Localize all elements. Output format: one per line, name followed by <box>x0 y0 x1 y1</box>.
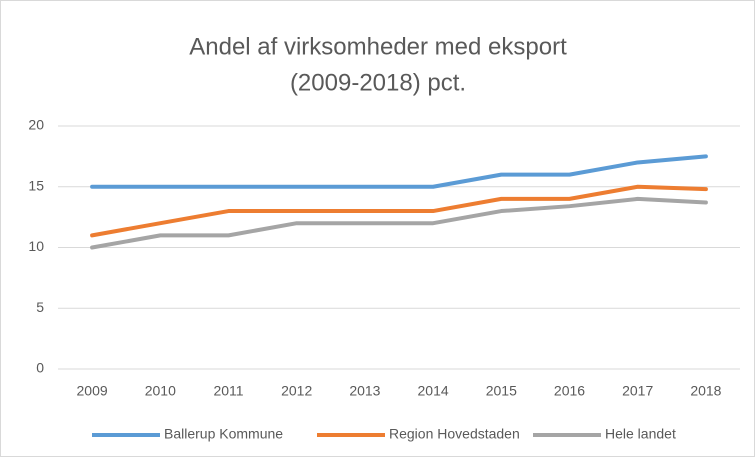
y-tick-label: 20 <box>28 117 44 133</box>
x-tick-label: 2011 <box>213 383 243 399</box>
legend-label: Hele landet <box>605 426 676 442</box>
x-tick-label: 2016 <box>554 383 585 399</box>
chart-title: Andel af virksomheder med eksport <box>189 33 567 60</box>
x-tick-label: 2010 <box>145 383 176 399</box>
x-tick-label: 2018 <box>690 383 721 399</box>
y-tick-label: 10 <box>28 238 44 254</box>
x-tick-label: 2009 <box>77 383 108 399</box>
y-tick-label: 15 <box>28 177 44 193</box>
series-line <box>90 184 708 238</box>
y-tick-label: 5 <box>36 299 44 315</box>
x-tick-label: 2015 <box>486 383 517 399</box>
legend-label: Region Hovedstaden <box>389 426 520 442</box>
x-tick-label: 2017 <box>622 383 653 399</box>
x-tick-label: 2012 <box>281 383 312 399</box>
legend-label: Ballerup Kommune <box>164 426 283 442</box>
y-tick-label: 0 <box>36 360 44 376</box>
series-line <box>90 154 708 189</box>
x-tick-label: 2014 <box>418 383 449 399</box>
chart-title: (2009-2018) pct. <box>290 69 466 96</box>
series-line <box>90 196 708 250</box>
x-tick-label: 2013 <box>349 383 380 399</box>
